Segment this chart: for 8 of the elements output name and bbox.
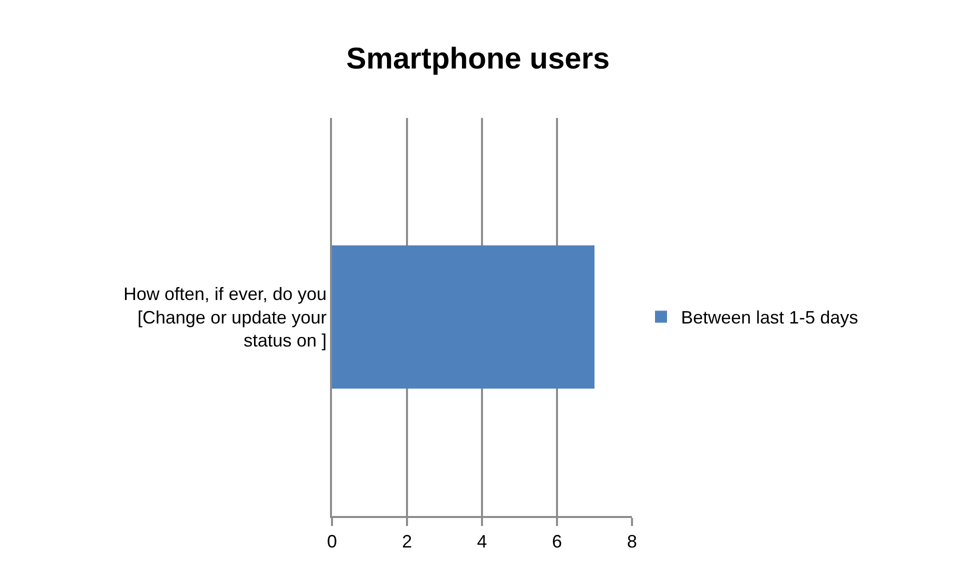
chart-title: Smartphone users [346, 42, 610, 76]
x-tick-label: 2 [402, 531, 412, 552]
x-tick-label: 6 [552, 531, 562, 552]
x-tick-label: 8 [626, 531, 638, 552]
y-tick-label: How often, if ever, do you [Change or update your status on ] [124, 284, 327, 351]
legend-label: Between last 1-5 days [681, 308, 858, 328]
x-tick-label: 0 [326, 531, 338, 552]
x-tick-label: 4 [476, 531, 488, 552]
